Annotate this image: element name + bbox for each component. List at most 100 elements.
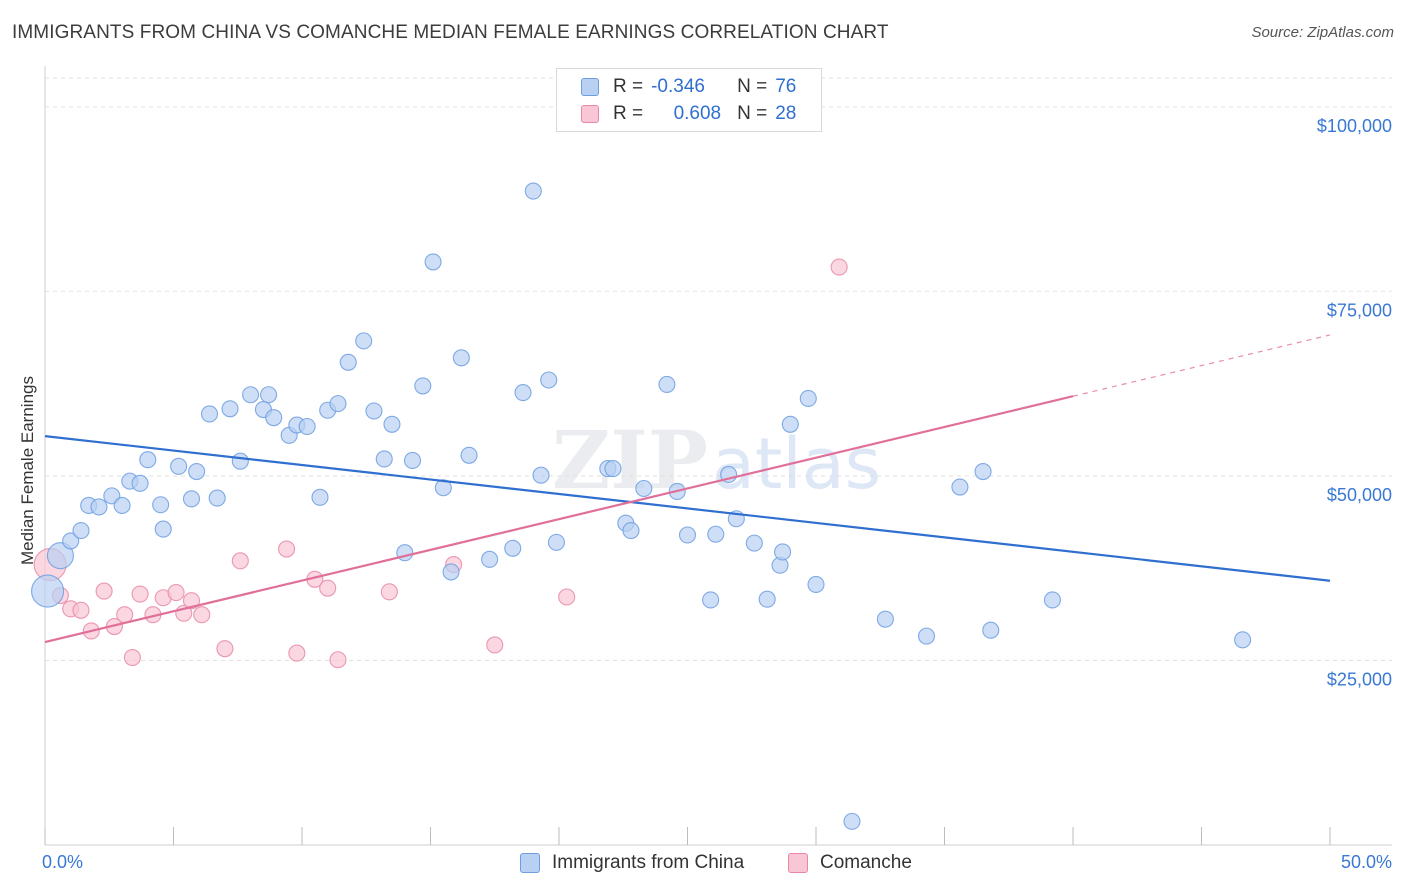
china-point xyxy=(604,460,622,478)
china-point xyxy=(974,462,992,481)
comanche-swatch-icon xyxy=(581,105,599,123)
x-tick-label-min: 0.0% xyxy=(42,852,84,872)
china-point xyxy=(139,451,157,469)
china-point xyxy=(781,415,799,433)
china-point xyxy=(311,488,329,506)
china-point xyxy=(231,452,249,470)
comanche-point xyxy=(830,258,848,276)
china-point xyxy=(807,575,825,594)
trend-lines xyxy=(44,334,1331,644)
comanche-trend-extension xyxy=(1072,334,1331,397)
watermark-atlas: atlas xyxy=(712,423,881,505)
legend-row-comanche: R = 0.608 N = 28 xyxy=(581,101,796,127)
china-point xyxy=(329,395,347,413)
bottom-legend-comanche[interactable]: Comanche xyxy=(788,852,912,874)
china-point xyxy=(403,451,422,470)
china-point xyxy=(481,550,499,568)
china-point xyxy=(154,520,172,538)
china-legend-icon xyxy=(520,853,540,873)
china-point xyxy=(540,371,558,389)
china-point xyxy=(182,490,201,508)
legend-r-label: R = xyxy=(613,103,644,124)
china-trend-line xyxy=(44,435,1331,582)
correlation-legend: R = -0.346 N = 76 R = 0.608 N = 28 xyxy=(556,68,822,132)
china-point xyxy=(547,533,565,551)
comanche-trend-line xyxy=(44,395,1074,644)
china-point xyxy=(260,386,278,404)
comanche-point xyxy=(131,585,149,603)
china-point xyxy=(208,489,226,507)
comanche-point xyxy=(216,640,234,658)
legend-r-label: R = xyxy=(613,76,644,97)
gridlines xyxy=(45,77,1392,661)
china-point xyxy=(200,405,219,423)
comanche-point xyxy=(329,651,347,669)
china-point xyxy=(524,182,542,200)
china-point xyxy=(434,479,452,497)
china-point xyxy=(90,498,108,516)
legend-n-label: N = xyxy=(737,76,768,97)
china-point xyxy=(442,563,460,581)
bottom-legend-comanche-label: Comanche xyxy=(820,852,912,873)
comanche-point xyxy=(193,606,211,624)
china-point xyxy=(635,479,653,498)
bottom-legend-china[interactable]: Immigrants from China xyxy=(520,852,744,874)
china-point xyxy=(799,389,817,408)
legend-n-value: 28 xyxy=(775,103,797,124)
china-point xyxy=(113,496,131,515)
china-point xyxy=(678,526,697,544)
china-point xyxy=(774,543,792,561)
china-point xyxy=(31,574,65,608)
comanche-point xyxy=(116,606,134,624)
legend-row-china: R = -0.346 N = 76 xyxy=(581,74,796,100)
comanche-point xyxy=(380,583,398,601)
china-point xyxy=(62,532,80,550)
china-point xyxy=(951,478,969,496)
china-point xyxy=(242,386,260,404)
china-point xyxy=(514,383,532,402)
china-point xyxy=(298,417,316,436)
china-point xyxy=(131,474,149,492)
china-point xyxy=(355,332,373,350)
comanche-point xyxy=(486,636,504,654)
comanche-point xyxy=(123,648,141,667)
source-credit: Source: ZipAtlas.com xyxy=(1251,24,1394,41)
china-points xyxy=(31,182,1252,830)
legend-r-value: 0.608 xyxy=(673,103,722,124)
china-point xyxy=(188,462,206,481)
comanche-point xyxy=(288,644,306,662)
legend-n-label: N = xyxy=(737,103,768,124)
china-point xyxy=(46,542,74,570)
comanche-point xyxy=(319,579,337,597)
y-tick-label: $50,000 xyxy=(1327,485,1392,505)
china-point xyxy=(1234,631,1252,649)
comanche-point xyxy=(231,552,249,570)
comanche-point xyxy=(167,584,185,602)
china-point xyxy=(152,496,170,514)
y-tick-label: $75,000 xyxy=(1327,300,1392,320)
china-point xyxy=(622,522,640,540)
china-point xyxy=(170,457,188,475)
legend-r-value: -0.346 xyxy=(651,76,705,97)
china-point xyxy=(375,450,393,468)
chart-title: IMMIGRANTS FROM CHINA VS COMANCHE MEDIAN… xyxy=(12,22,889,43)
comanche-point xyxy=(182,592,201,610)
china-point xyxy=(917,627,936,645)
china-point xyxy=(658,375,676,393)
china-point xyxy=(982,621,1000,639)
china-point xyxy=(72,522,90,540)
china-point xyxy=(339,353,357,371)
china-point xyxy=(265,409,283,427)
comanche-point xyxy=(72,601,90,619)
china-point xyxy=(414,377,432,395)
y-tick-label: $25,000 xyxy=(1327,669,1392,689)
china-point xyxy=(424,253,442,271)
y-tick-labels: $25,000 $50,000 $75,000 $100,000 xyxy=(1317,116,1392,690)
comanche-legend-icon xyxy=(788,853,808,873)
y-tick-label: $100,000 xyxy=(1317,116,1392,136)
china-point xyxy=(460,446,478,464)
china-point xyxy=(707,525,725,543)
china-point xyxy=(504,539,522,557)
comanche-points xyxy=(33,258,848,669)
